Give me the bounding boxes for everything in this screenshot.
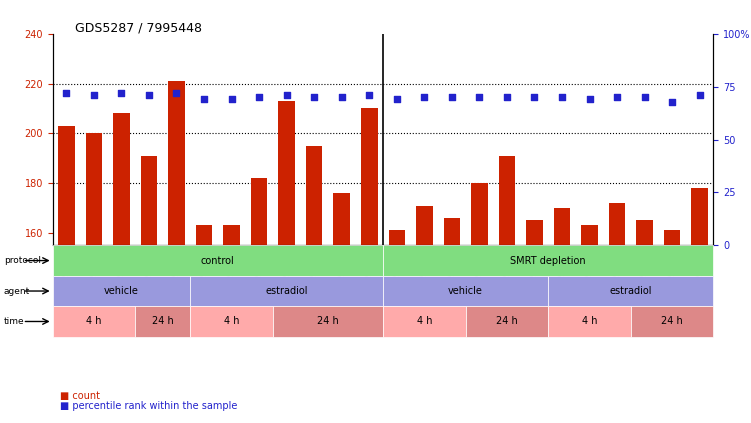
Point [143,92,155,99]
Point [60,90,72,96]
Text: protocol: protocol [4,256,41,265]
Point [694,92,706,99]
Point [666,98,678,105]
Text: 4 h: 4 h [582,316,597,327]
Bar [636,220,653,423]
Text: estradiol: estradiol [610,286,652,296]
Text: 24 h: 24 h [662,316,683,327]
Point [473,94,485,101]
Point [225,96,237,103]
Text: GDS5287 / 7995448: GDS5287 / 7995448 [75,21,202,34]
Bar [471,183,487,423]
Bar [609,203,626,423]
Bar [196,225,213,423]
Bar [333,193,350,423]
Bar [526,220,543,423]
Bar [416,206,433,423]
Point [363,92,376,99]
Bar [499,156,515,423]
Point [446,94,458,101]
Text: 24 h: 24 h [496,316,517,327]
Text: estradiol: estradiol [265,286,308,296]
Text: 24 h: 24 h [317,316,339,327]
Text: ■ count: ■ count [60,390,100,401]
Point [198,96,210,103]
Bar [251,178,267,423]
Text: SMRT depletion: SMRT depletion [511,255,586,266]
Text: control: control [201,255,234,266]
Text: 4 h: 4 h [224,316,240,327]
Bar [361,108,378,423]
Bar [140,156,157,423]
Text: vehicle: vehicle [448,286,483,296]
Point [336,94,348,101]
Text: 4 h: 4 h [86,316,101,327]
Point [611,94,623,101]
Bar [168,81,185,423]
Point [170,90,182,96]
Bar [664,231,680,423]
Text: 24 h: 24 h [152,316,173,327]
Point [638,94,650,101]
Bar [553,208,570,423]
Point [253,94,265,101]
Point [556,94,568,101]
Bar [58,126,74,423]
Point [88,92,100,99]
Bar [388,231,405,423]
Text: 4 h: 4 h [417,316,432,327]
Text: ■ percentile rank within the sample: ■ percentile rank within the sample [60,401,237,411]
Text: vehicle: vehicle [104,286,139,296]
Point [584,96,596,103]
Bar [223,225,240,423]
Bar [692,188,708,423]
Bar [581,225,598,423]
Text: time: time [4,317,24,326]
Point [391,96,403,103]
Point [418,94,430,101]
Point [501,94,513,101]
Point [308,94,320,101]
Bar [444,218,460,423]
Point [281,92,293,99]
Bar [86,133,102,423]
Bar [113,113,130,423]
Bar [306,146,322,423]
Bar [279,101,295,423]
Point [529,94,541,101]
Point [116,90,128,96]
Text: agent: agent [4,286,30,296]
